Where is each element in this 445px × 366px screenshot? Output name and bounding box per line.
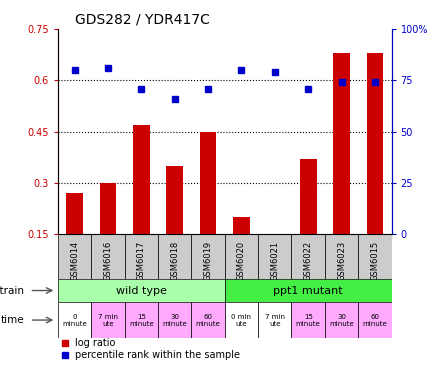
Bar [166,165,183,234]
FancyBboxPatch shape [258,302,291,338]
Bar [66,193,83,234]
Bar [300,159,316,234]
Text: 15
minute: 15 minute [129,314,154,326]
FancyBboxPatch shape [158,234,191,279]
FancyBboxPatch shape [291,234,325,279]
Text: GSM6023: GSM6023 [337,240,346,281]
Bar [200,131,216,234]
FancyBboxPatch shape [291,302,325,338]
FancyBboxPatch shape [58,234,91,279]
Text: 0 min
ute: 0 min ute [231,314,251,326]
Text: GSM6014: GSM6014 [70,240,79,281]
Bar [267,234,283,240]
FancyBboxPatch shape [325,234,358,279]
Bar [333,53,350,234]
FancyBboxPatch shape [91,302,125,338]
Text: strain: strain [0,285,24,295]
FancyBboxPatch shape [91,234,125,279]
Text: GSM6017: GSM6017 [137,240,146,281]
FancyBboxPatch shape [358,234,392,279]
FancyBboxPatch shape [191,302,225,338]
Text: GSM6021: GSM6021 [270,240,279,281]
Text: GSM6019: GSM6019 [203,240,213,281]
Text: log ratio: log ratio [75,338,115,348]
Bar [233,217,250,234]
FancyBboxPatch shape [225,302,258,338]
Text: GSM6016: GSM6016 [103,240,113,281]
Bar [133,125,150,234]
Text: 0
minute: 0 minute [62,314,87,326]
Text: GSM6015: GSM6015 [370,240,380,281]
FancyBboxPatch shape [225,279,392,302]
Text: ppt1 mutant: ppt1 mutant [273,285,343,295]
Text: GSM6020: GSM6020 [237,240,246,281]
FancyBboxPatch shape [358,302,392,338]
FancyBboxPatch shape [191,234,225,279]
Text: time: time [1,315,24,325]
FancyBboxPatch shape [258,234,291,279]
Text: wild type: wild type [116,285,167,295]
Text: 30
minute: 30 minute [162,314,187,326]
FancyBboxPatch shape [225,234,258,279]
Text: 60
minute: 60 minute [363,314,387,326]
Bar [367,53,383,234]
FancyBboxPatch shape [125,234,158,279]
Text: 60
minute: 60 minute [196,314,220,326]
Text: GDS282 / YDR417C: GDS282 / YDR417C [75,13,210,27]
Text: GSM6018: GSM6018 [170,240,179,281]
Text: 7 min
ute: 7 min ute [98,314,118,326]
Text: 15
minute: 15 minute [296,314,320,326]
Text: 7 min
ute: 7 min ute [265,314,285,326]
FancyBboxPatch shape [325,302,358,338]
Text: 30
minute: 30 minute [329,314,354,326]
FancyBboxPatch shape [158,302,191,338]
FancyBboxPatch shape [58,302,91,338]
Text: GSM6022: GSM6022 [303,240,313,281]
Bar [100,183,116,234]
FancyBboxPatch shape [125,302,158,338]
Text: percentile rank within the sample: percentile rank within the sample [75,350,239,359]
FancyBboxPatch shape [58,279,225,302]
